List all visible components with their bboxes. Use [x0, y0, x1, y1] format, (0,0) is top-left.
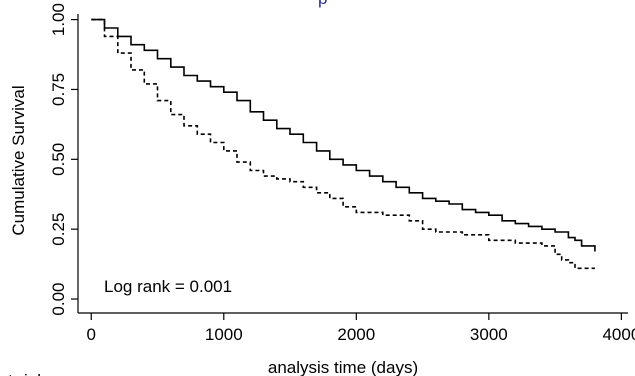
y-tick-label: 0.75 [49, 73, 68, 106]
x-axis-title: analysis time (days) [268, 358, 418, 376]
y-tick-label: 0.25 [49, 213, 68, 246]
y-tick-label: 1.00 [49, 3, 68, 36]
chart-title: p [318, 0, 327, 8]
series-layer [91, 18, 596, 270]
y-tick-label: 0.50 [49, 143, 68, 176]
x-tick-label: 0 [87, 325, 96, 344]
series-line-solid [91, 18, 596, 252]
log-rank-annotation: Log rank = 0.001 [104, 277, 232, 296]
y-axis-title: Cumulative Survival [9, 85, 28, 235]
bottom-left-text-fragment: ost-rial [0, 371, 41, 376]
series-line-dashed [91, 18, 595, 270]
y-tick-label: 0.00 [49, 282, 68, 315]
x-tick-label: 1000 [205, 325, 243, 344]
x-tick-label: 2000 [337, 325, 375, 344]
x-tick-label: 3000 [470, 325, 508, 344]
